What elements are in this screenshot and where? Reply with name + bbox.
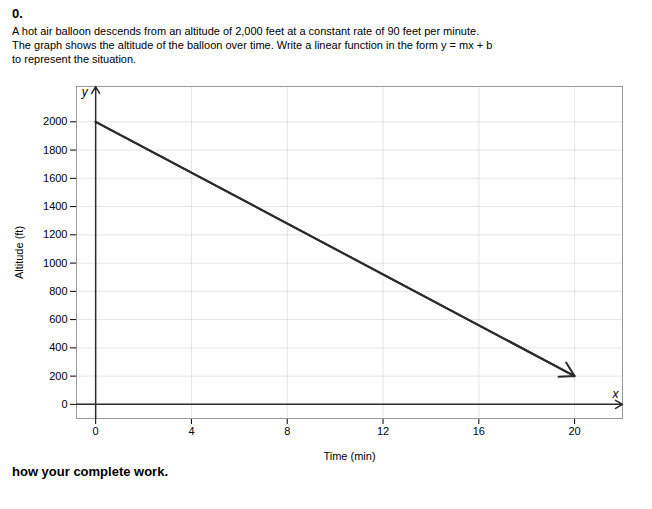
svg-text:200: 200 xyxy=(49,370,67,382)
svg-text:1000: 1000 xyxy=(43,257,67,269)
svg-text:2000: 2000 xyxy=(43,115,67,127)
svg-text:Time (min): Time (min) xyxy=(323,450,375,462)
svg-text:400: 400 xyxy=(49,341,67,353)
html-text:The graph shows the altitude o: The graph shows the altitude of the ball… xyxy=(12,39,493,51)
svg-text:1400: 1400 xyxy=(43,200,67,212)
svg-text:12: 12 xyxy=(377,425,389,437)
svg-text:16: 16 xyxy=(473,425,485,437)
svg-text:1800: 1800 xyxy=(43,144,67,156)
svg-text:4: 4 xyxy=(188,425,194,437)
svg-text:1200: 1200 xyxy=(43,228,67,240)
html-text:0.: 0. xyxy=(12,6,23,21)
svg-text:Altitude (ft): Altitude (ft) xyxy=(13,226,25,279)
svg-text:800: 800 xyxy=(49,285,67,297)
svg-text:8: 8 xyxy=(284,425,290,437)
svg-text:0: 0 xyxy=(61,398,67,410)
svg-text:20: 20 xyxy=(568,425,580,437)
html-text:how your complete work.: how your complete work. xyxy=(12,464,168,479)
html-text:to represent the situation.: to represent the situation. xyxy=(12,53,137,65)
svg-text:x: x xyxy=(612,387,620,401)
html-text:A hot air balloon descends fro: A hot air balloon descends from an altit… xyxy=(12,25,480,37)
svg-text:0: 0 xyxy=(93,425,99,437)
svg-text:1600: 1600 xyxy=(43,172,67,184)
svg-text:600: 600 xyxy=(49,313,67,325)
svg-text:y: y xyxy=(81,85,89,99)
